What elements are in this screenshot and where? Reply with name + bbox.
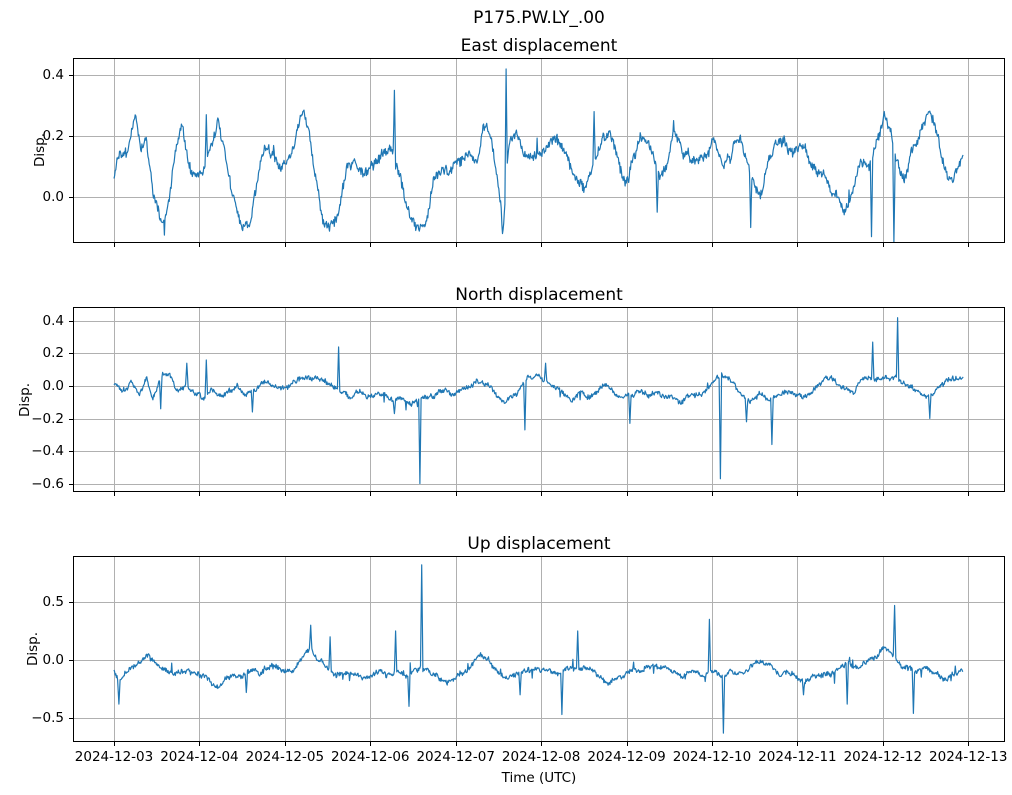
axes-frame-up bbox=[73, 556, 1005, 742]
y-axis-label-up: Disp. bbox=[25, 631, 41, 667]
figure-suptitle: P175.PW.LY_.00 bbox=[473, 8, 605, 28]
y-axis-label-north: Disp. bbox=[17, 382, 33, 418]
subplot-title-up: Up displacement bbox=[467, 534, 611, 554]
subplot-title-north: North displacement bbox=[455, 285, 623, 305]
axes-frame-north bbox=[73, 307, 1005, 492]
series-line-up bbox=[113, 564, 964, 734]
series-line-north bbox=[113, 317, 964, 485]
series-line-east bbox=[113, 68, 964, 243]
subplot-title-east: East displacement bbox=[460, 36, 618, 56]
y-axis-label-east: Disp. bbox=[32, 132, 48, 168]
axes-frame-east bbox=[73, 58, 1005, 243]
x-axis-label: Time (UTC) bbox=[501, 770, 577, 786]
